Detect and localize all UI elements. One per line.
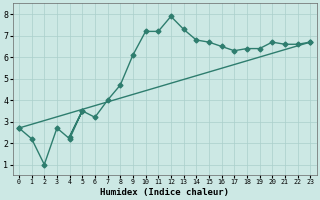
X-axis label: Humidex (Indice chaleur): Humidex (Indice chaleur) xyxy=(100,188,229,197)
